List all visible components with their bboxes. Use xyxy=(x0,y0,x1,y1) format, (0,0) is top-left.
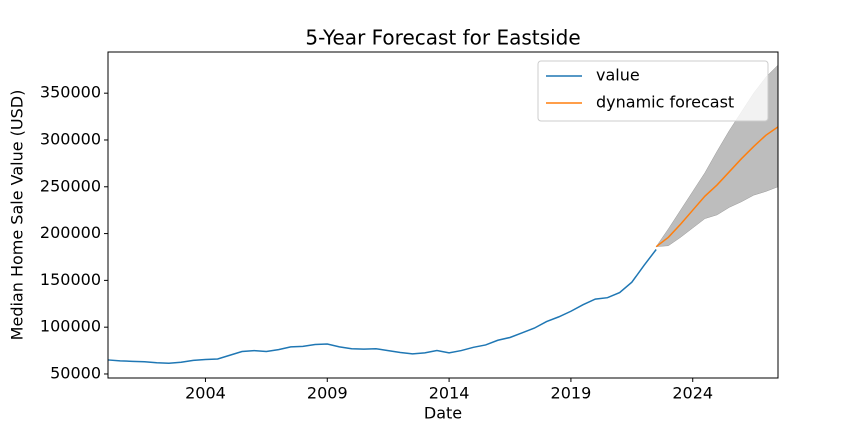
plot-frame xyxy=(107,51,779,379)
x-tick-label: 2019 xyxy=(551,384,592,403)
y-tick-label: 50000 xyxy=(50,363,101,382)
x-tick-label: 2024 xyxy=(672,384,713,403)
legend-label: dynamic forecast xyxy=(596,93,734,112)
y-tick-label: 300000 xyxy=(40,129,101,148)
chart-title: 5-Year Forecast for Eastside xyxy=(305,26,580,50)
y-tick-label: 350000 xyxy=(40,83,101,102)
legend-box xyxy=(537,60,769,122)
y-tick-label: 200000 xyxy=(40,223,101,242)
y-tick-label: 250000 xyxy=(40,176,101,195)
series-line xyxy=(107,249,657,364)
x-axis-label: Date xyxy=(424,404,462,423)
series-line xyxy=(655,126,779,248)
y-tick-label: 100000 xyxy=(40,317,101,336)
x-tick-label: 2009 xyxy=(307,384,348,403)
x-tick-label: 2014 xyxy=(429,384,470,403)
y-tick-label: 150000 xyxy=(40,270,101,289)
legend-label: value xyxy=(596,66,640,85)
y-axis-label: Median Home Sale Value (USD) xyxy=(8,90,27,341)
x-tick-label: 2004 xyxy=(185,384,226,403)
